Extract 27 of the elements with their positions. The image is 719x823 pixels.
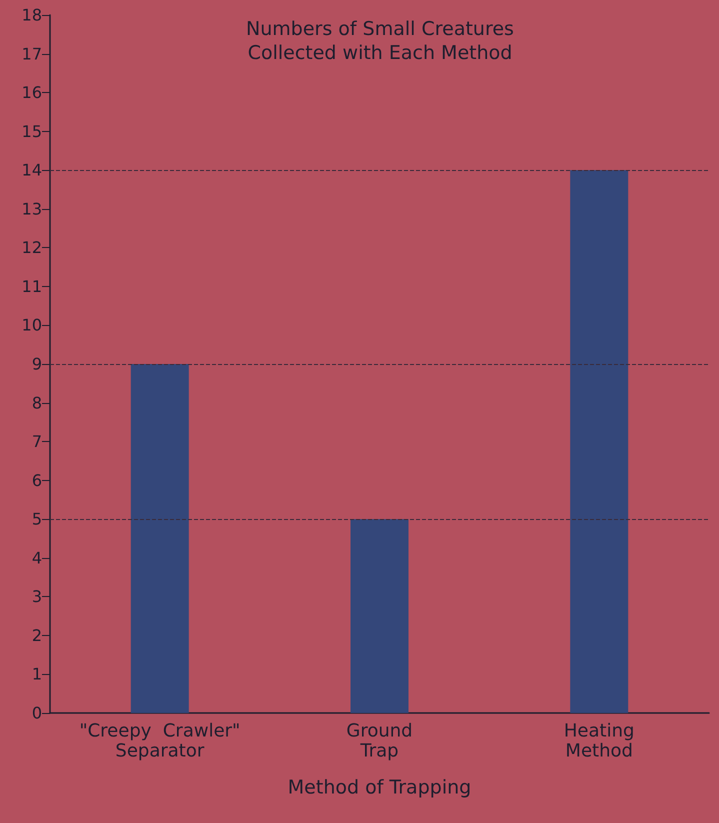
y-tick-label: 14 <box>22 160 42 180</box>
y-tick-label: 13 <box>22 199 42 218</box>
text: Numbers of Small Creatures Collected with Each Method <box>246 18 514 64</box>
y-tick-label: 4 <box>32 548 42 568</box>
y-tick-label: 1 <box>32 664 42 684</box>
y-tick-label: 5 <box>32 510 42 529</box>
y-tick-label: 17 <box>22 44 42 64</box>
y-tick-label: 12 <box>22 238 42 258</box>
y-tick-label: 7 <box>32 432 42 452</box>
y-tick-label: 8 <box>32 393 42 412</box>
bar <box>570 170 628 713</box>
y-tick-label: 10 <box>22 316 42 335</box>
y-tick-label: 15 <box>22 122 42 141</box>
y-tick-label: 2 <box>32 626 42 645</box>
y-tick-label: 0 <box>32 704 42 722</box>
x-tick-label: Ground Trap <box>346 720 413 762</box>
x-tick-label: Heating Method <box>564 720 634 762</box>
y-tick-label: 6 <box>32 470 42 490</box>
y-tick-label: 16 <box>22 83 42 102</box>
y-tick-label: 9 <box>32 354 42 374</box>
bar <box>350 519 408 713</box>
x-axis-title: Method of Trapping <box>288 776 472 798</box>
bar <box>130 364 189 713</box>
y-tick-label: 3 <box>32 587 42 606</box>
y-tick-label: 11 <box>22 276 42 296</box>
x-tick-label: "Creepy Crawler" Separator <box>79 720 240 762</box>
y-tick-label: 18 <box>22 6 42 24</box>
